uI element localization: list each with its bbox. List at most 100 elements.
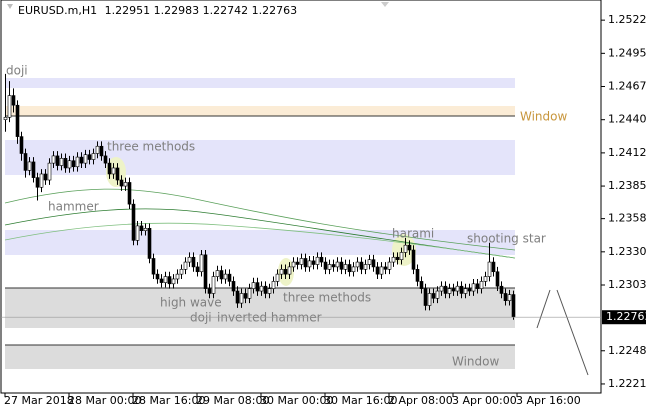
symbol: EURUSD.m,H1 <box>18 4 97 17</box>
x-tick-label: 3 Apr 00:00 <box>452 394 517 407</box>
candle-body <box>495 271 500 287</box>
x-tick-label: 30 Mar 16:00 <box>324 394 397 407</box>
candle-body <box>123 182 128 187</box>
candle-body <box>239 293 244 304</box>
candle-body <box>79 156 84 164</box>
candle-body <box>299 258 304 265</box>
x-tick-label: 3 Apr 16:00 <box>516 394 581 407</box>
candle-body <box>287 266 292 275</box>
candle-body <box>291 261 296 268</box>
candle-body <box>459 285 464 294</box>
candle-body <box>235 290 240 304</box>
candle-body <box>475 283 480 289</box>
zone <box>5 106 515 116</box>
candle-body <box>71 160 76 168</box>
x-tick-label: 28 Mar 00:00 <box>68 394 141 407</box>
candle-body <box>451 288 456 292</box>
candle-body <box>375 266 380 275</box>
candle-body <box>143 227 148 232</box>
candle-body <box>511 294 516 318</box>
candle-body <box>275 273 280 282</box>
candle-body <box>499 285 504 294</box>
candle-body <box>303 258 308 268</box>
candle-body <box>83 154 88 164</box>
candle-body <box>115 167 120 181</box>
candle-body <box>95 145 100 154</box>
candle-body <box>247 288 252 299</box>
candle-body <box>171 278 176 285</box>
candle-body <box>423 288 428 306</box>
candle-body <box>379 266 384 275</box>
zone <box>5 230 515 255</box>
candle-body <box>127 182 132 205</box>
y-tick-label: 1.23030 <box>608 278 647 291</box>
candle-body <box>387 261 392 270</box>
candle-body <box>215 270 220 277</box>
candle-body <box>131 203 136 241</box>
candle-body <box>371 259 376 268</box>
candle-body <box>51 155 56 164</box>
candle-body <box>227 273 232 282</box>
candle-body <box>91 153 96 160</box>
candle-body <box>75 156 80 168</box>
candle-body <box>59 158 64 166</box>
candle-body <box>7 95 12 118</box>
candle-body <box>139 225 144 232</box>
candle-body <box>479 281 484 289</box>
candle-body <box>43 173 48 181</box>
candles <box>3 73 516 320</box>
plot-frame <box>0 0 602 394</box>
candle-body <box>159 278 164 283</box>
annotation: Window <box>520 110 568 124</box>
candle-body <box>183 261 188 270</box>
candle-body <box>195 266 200 273</box>
high: 1.22983 <box>154 4 200 17</box>
candle-body <box>155 273 160 280</box>
candle-body <box>395 256 400 260</box>
candle-body <box>87 154 92 160</box>
candle-body <box>327 264 332 270</box>
y-tick-label: 1.22485 <box>608 344 647 357</box>
annotation: Window <box>452 355 500 369</box>
header: EURUSD.m,H1 1.22951 1.22983 1.22742 1.22… <box>18 4 297 17</box>
candle-body <box>219 270 224 280</box>
candle-body <box>267 288 272 294</box>
candle-body <box>55 155 60 166</box>
candle-body <box>39 173 44 188</box>
candle-body <box>191 256 196 268</box>
candle-body <box>107 162 112 175</box>
candle-body <box>163 276 168 283</box>
candle-body <box>231 281 236 292</box>
y-tick-label: 1.24400 <box>608 113 647 126</box>
candle-body <box>455 285 460 292</box>
candle-body <box>503 293 508 301</box>
y-tick-label: 1.23305 <box>608 245 647 258</box>
candle-body <box>23 153 28 171</box>
candle-body <box>271 281 276 289</box>
candle-body <box>31 161 36 178</box>
annotation: hammer <box>48 200 99 214</box>
projection <box>536 289 589 376</box>
y-tick-label: 1.24125 <box>608 146 647 159</box>
x-tick-label: 29 Mar 08:00 <box>196 394 269 407</box>
candle-body <box>211 276 216 294</box>
candle-body <box>439 285 444 292</box>
candle-body <box>283 269 288 275</box>
candle-body <box>19 136 24 154</box>
price-label-box <box>602 310 646 325</box>
candle-body <box>331 264 336 268</box>
candle-body <box>411 249 416 270</box>
candle-body <box>15 104 20 137</box>
marker <box>381 2 389 7</box>
y-tick-label: 1.24950 <box>608 46 647 59</box>
candle-body <box>179 269 184 275</box>
candle-body <box>63 158 68 169</box>
y-tick-label: 1.24675 <box>608 80 647 93</box>
candle-body <box>203 254 208 289</box>
candle-body <box>223 273 228 280</box>
candle-body <box>27 161 32 171</box>
candle-body <box>403 244 408 253</box>
candle-body <box>307 260 312 268</box>
candle-body <box>11 95 16 106</box>
